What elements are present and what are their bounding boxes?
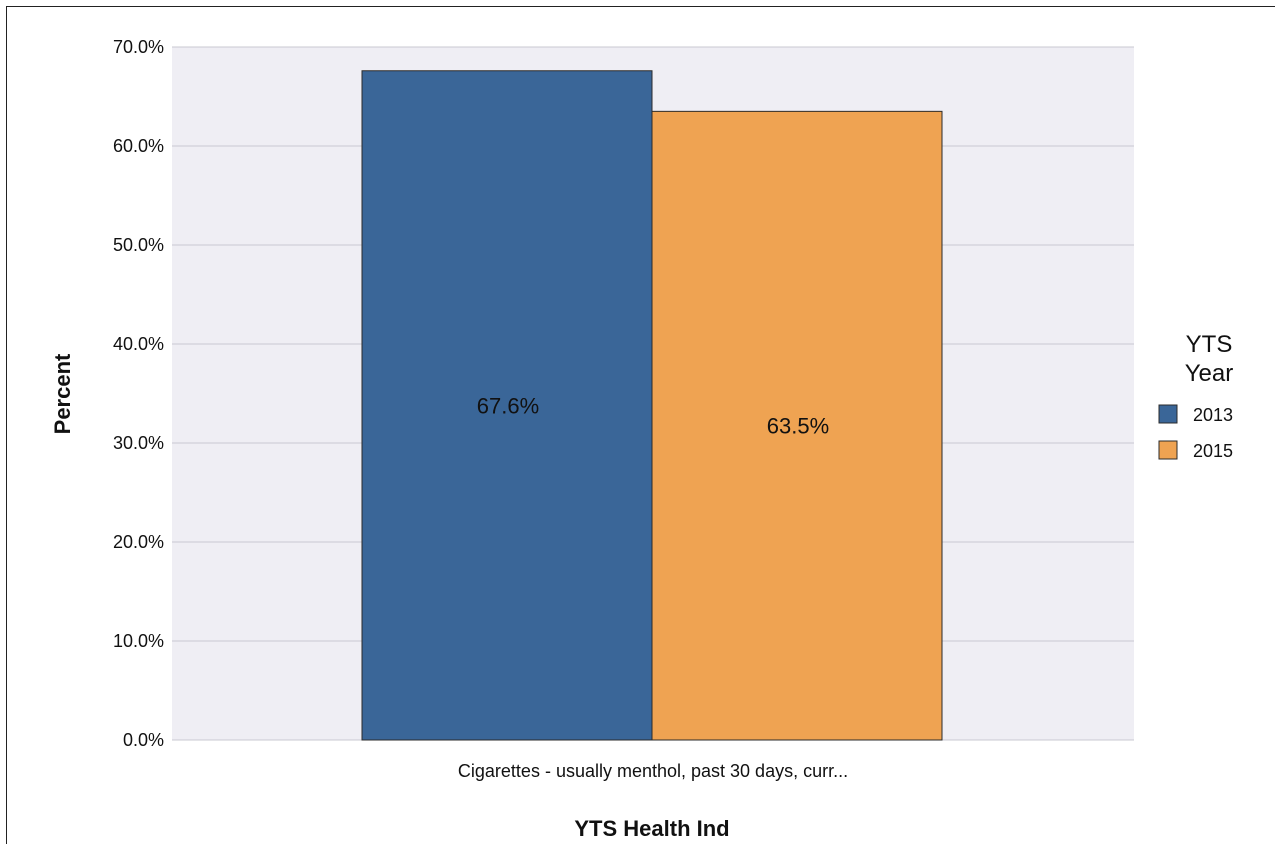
- y-axis-title: Percent: [50, 353, 75, 434]
- y-tick-label: 50.0%: [113, 235, 164, 255]
- y-tick-label: 30.0%: [113, 433, 164, 453]
- legend-swatch-2013: [1158, 404, 1178, 424]
- legend-swatch-2015: [1158, 440, 1178, 460]
- legend-label: 2015: [1193, 441, 1233, 461]
- legend-title-line: Year: [1185, 360, 1234, 387]
- y-tick-label: 60.0%: [113, 136, 164, 156]
- bar-2013: [361, 70, 653, 741]
- y-tick-label: 40.0%: [113, 334, 164, 354]
- y-axis-ticks: 0.0% 10.0% 20.0% 30.0% 40.0% 50.0% 60.0% 70.0%: [113, 37, 164, 750]
- x-axis-title: YTS Health Ind: [574, 816, 729, 841]
- legend-label: 2013: [1193, 405, 1233, 425]
- y-tick-label: 10.0%: [113, 631, 164, 651]
- legend-title-line: YTS: [1186, 331, 1233, 358]
- bars: 67.6% 63.5%: [361, 70, 943, 741]
- x-axis-ticks: Cigarettes - usually menthol, past 30 da…: [458, 761, 848, 781]
- y-tick-label: 0.0%: [123, 730, 164, 750]
- bar-value-label: 67.6%: [477, 393, 539, 418]
- bar-2015: [651, 110, 943, 741]
- bar-value-label: 63.5%: [767, 414, 829, 439]
- y-tick-label: 70.0%: [113, 37, 164, 57]
- chart-frame: [6, 6, 1275, 844]
- y-tick-label: 20.0%: [113, 532, 164, 552]
- x-tick-label: Cigarettes - usually menthol, past 30 da…: [458, 761, 848, 781]
